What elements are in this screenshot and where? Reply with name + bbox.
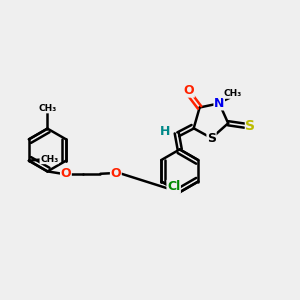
Text: Cl: Cl xyxy=(167,180,180,194)
Text: O: O xyxy=(61,167,71,180)
Text: H: H xyxy=(160,125,171,138)
Text: CH₃: CH₃ xyxy=(40,155,58,164)
Text: CH₃: CH₃ xyxy=(223,89,242,98)
Text: O: O xyxy=(110,167,121,180)
Text: N: N xyxy=(214,97,224,110)
Text: S: S xyxy=(207,132,216,145)
Text: O: O xyxy=(184,84,194,97)
Text: S: S xyxy=(245,118,256,133)
Text: CH₃: CH₃ xyxy=(38,104,57,113)
